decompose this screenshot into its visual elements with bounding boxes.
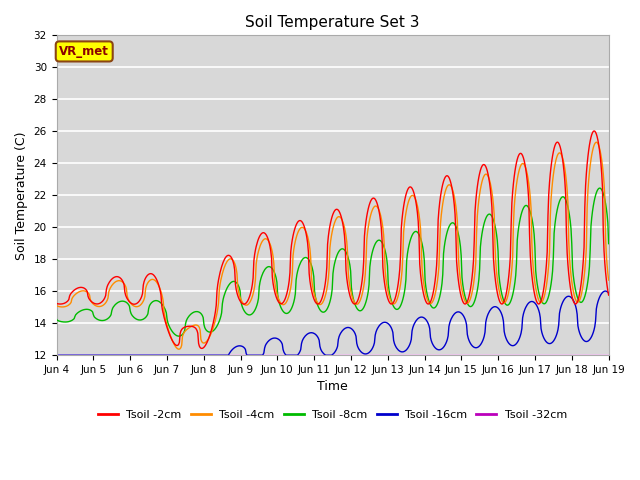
- Title: Soil Temperature Set 3: Soil Temperature Set 3: [245, 15, 420, 30]
- Text: VR_met: VR_met: [60, 45, 109, 58]
- Y-axis label: Soil Temperature (C): Soil Temperature (C): [15, 131, 28, 260]
- Legend: Tsoil -2cm, Tsoil -4cm, Tsoil -8cm, Tsoil -16cm, Tsoil -32cm: Tsoil -2cm, Tsoil -4cm, Tsoil -8cm, Tsoi…: [93, 406, 572, 424]
- X-axis label: Time: Time: [317, 381, 348, 394]
